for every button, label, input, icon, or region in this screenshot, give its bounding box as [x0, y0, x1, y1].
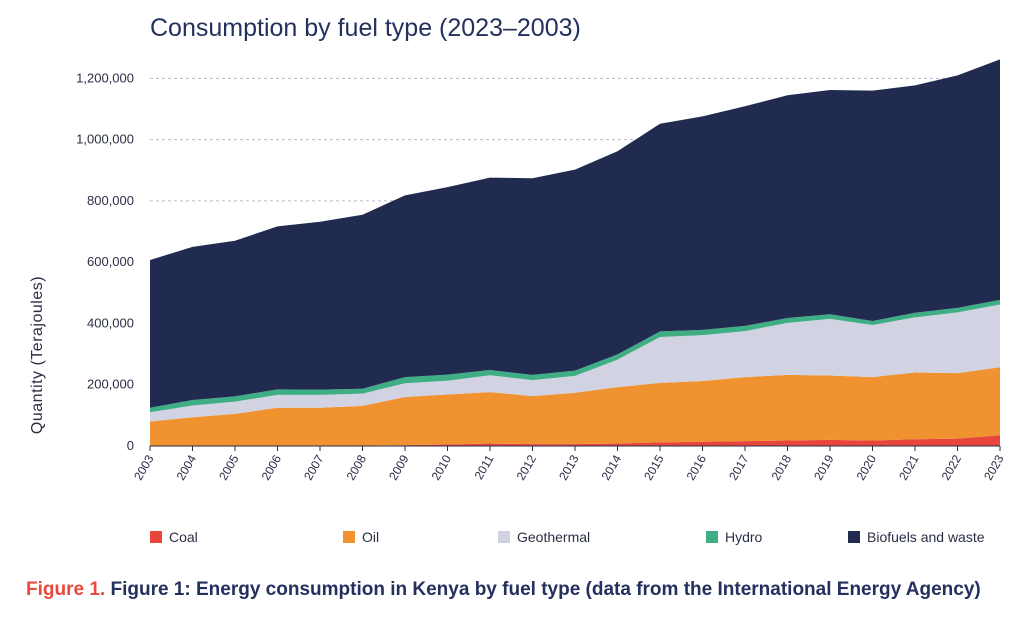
legend-item-oil: Oil [343, 529, 379, 545]
legend-label: Coal [169, 529, 198, 545]
legend-swatch [150, 531, 162, 543]
x-tick-label: 2010 [429, 452, 455, 482]
x-tick-label: 2011 [472, 452, 497, 482]
x-tick-label: 2007 [301, 452, 327, 482]
area-hydro [150, 299, 1000, 413]
area-coal [150, 435, 1000, 446]
stacked-area-chart: 0 200,000 400,000 600,000 800,000 1,000,000 1,… [29, 59, 1007, 545]
x-tick-label: 2015 [641, 452, 667, 482]
legend-item-geothermal: Geothermal [498, 529, 590, 545]
legend-label: Geothermal [517, 529, 590, 545]
x-tick-label: 2023 [981, 452, 1007, 482]
area-geothermal [150, 304, 1000, 422]
y-tick-label: 1,000,000 [76, 132, 134, 147]
legend-label: Hydro [725, 529, 763, 545]
legend-label: Oil [362, 529, 379, 545]
y-tick-label: 0 [127, 438, 134, 453]
figure-caption-text: Figure 1: Energy consumption in Kenya by… [110, 579, 981, 600]
x-tick-label: 2020 [854, 452, 880, 482]
x-tick-label: 2006 [259, 452, 285, 482]
legend: Coal Oil Geothermal Hydro Biofuels and waste [150, 529, 985, 545]
x-tick-label: 2022 [939, 452, 965, 482]
legend-item-hydro: Hydro [706, 529, 763, 545]
x-tick-label: 2013 [556, 452, 582, 482]
figure-caption: Figure 1. Figure 1: Energy consumption i… [26, 576, 1006, 604]
x-tick-label: 2019 [811, 452, 837, 482]
legend-label: Biofuels and waste [867, 529, 985, 545]
x-tick-label: 2005 [216, 452, 242, 482]
legend-swatch [848, 531, 860, 543]
figure-label: Figure 1. [26, 579, 106, 600]
x-tick-label: 2012 [514, 452, 540, 482]
x-tick-label: 2008 [344, 452, 370, 482]
x-tick-label: 2018 [769, 452, 795, 482]
x-tick-label: 2004 [174, 452, 200, 482]
y-tick-label: 400,000 [87, 315, 134, 330]
y-tick-label: 800,000 [87, 193, 134, 208]
y-axis-label: Quantity (Terajoules) [29, 276, 46, 434]
x-tick-label: 2017 [726, 452, 752, 482]
legend-item-biofuels-and-waste: Biofuels and waste [848, 529, 985, 545]
area-series [150, 59, 1000, 446]
area-oil [150, 367, 1000, 446]
legend-swatch [343, 531, 355, 543]
legend-item-coal: Coal [150, 529, 198, 545]
y-tick-label: 1,200,000 [76, 70, 134, 85]
legend-swatch [706, 531, 718, 543]
x-tick-label: 2003 [131, 452, 157, 482]
legend-swatch [498, 531, 510, 543]
x-tick-label: 2016 [684, 452, 710, 482]
x-tick-label: 2014 [599, 452, 625, 482]
y-tick-label: 600,000 [87, 254, 134, 269]
chart-title: Consumption by fuel type (2023–2003) [150, 14, 581, 42]
x-tick-label: 2009 [386, 452, 412, 482]
y-tick-label: 200,000 [87, 377, 134, 392]
x-tick-label: 2021 [896, 452, 922, 482]
area-biofuels-and-waste [150, 59, 1000, 408]
